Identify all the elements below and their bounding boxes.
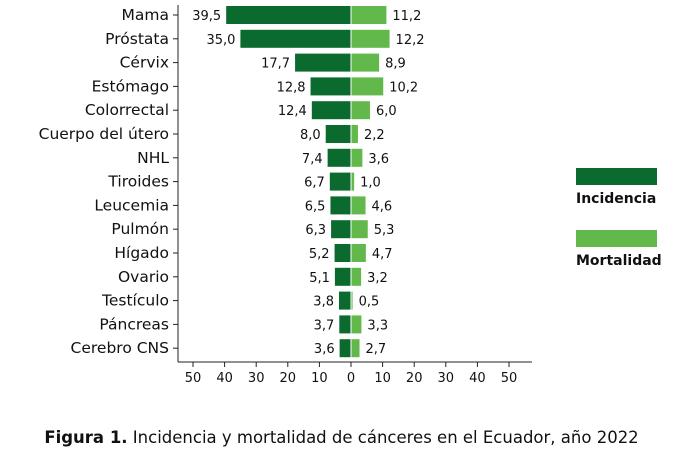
category-label-prostata: Próstata [105, 30, 169, 48]
bar-mortalidad-colorrectal [351, 101, 370, 120]
legend-item-incidencia: Incidencia [576, 168, 676, 207]
bar-incidencia-pulmon [331, 220, 351, 239]
figure-caption: Figura 1. Incidencia y mortalidad de cán… [0, 428, 683, 447]
bar-mortalidad-prostata [351, 29, 390, 48]
x-tick-label-1: 40 [216, 371, 233, 386]
legend-item-mortalidad: Mortalidad [576, 230, 676, 269]
caption-text: Incidencia y mortalidad de cánceres en e… [127, 428, 639, 447]
x-tick-label-5: 0 [347, 371, 355, 386]
value-label-incidencia-colorrectal: 12,4 [278, 104, 307, 119]
bar-mortalidad-ovario [351, 267, 362, 286]
value-label-mortalidad-ovario: 3,2 [367, 271, 388, 286]
value-label-incidencia-nhl: 7,4 [302, 152, 323, 167]
value-label-incidencia-ovario: 5,1 [309, 271, 330, 286]
value-label-incidencia-testiculo: 3,8 [313, 295, 334, 310]
value-label-mortalidad-tiroides: 1,0 [360, 176, 381, 191]
bar-incidencia-higado [334, 244, 351, 262]
category-label-cervix: Cérvix [120, 54, 169, 72]
bar-mortalidad-leucemia [351, 196, 366, 215]
x-tick-label-3: 20 [280, 371, 297, 386]
x-tick-label-2: 30 [248, 371, 265, 386]
bar-incidencia-ovario [334, 267, 351, 286]
value-label-mortalidad-mama: 11,2 [392, 9, 421, 24]
bar-incidencia-nhl [327, 148, 351, 167]
category-label-tiroides: Tiroides [107, 173, 169, 191]
bar-incidencia-colorrectal [311, 101, 351, 120]
value-label-incidencia-tiroides: 6,7 [304, 176, 325, 191]
bar-incidencia-pancreas [339, 315, 351, 334]
bar-mortalidad-estomago [351, 77, 384, 96]
value-label-mortalidad-testiculo: 0,5 [359, 295, 380, 310]
x-tick-label-9: 40 [469, 371, 486, 386]
value-label-mortalidad-pancreas: 3,3 [367, 318, 388, 333]
bar-mortalidad-pancreas [351, 315, 362, 334]
x-tick-label-10: 50 [501, 371, 518, 386]
x-tick-label-4: 10 [311, 371, 328, 386]
category-label-testiculo: Testículo [101, 292, 169, 310]
value-label-mortalidad-cuerpo-del-utero: 2,2 [364, 128, 385, 143]
legend-swatch-incidencia [576, 168, 657, 185]
legend-swatch-mortalidad [576, 230, 657, 247]
category-label-pancreas: Páncreas [99, 315, 169, 333]
value-label-incidencia-mama: 39,5 [192, 9, 221, 24]
value-label-mortalidad-higado: 4,7 [372, 247, 393, 262]
value-label-mortalidad-prostata: 12,2 [396, 33, 425, 48]
x-tick-label-0: 50 [185, 371, 202, 386]
bar-mortalidad-cuerpo-del-utero [351, 125, 358, 143]
x-tick-label-7: 20 [406, 371, 423, 386]
category-label-nhl: NHL [137, 149, 169, 167]
bar-mortalidad-higado [351, 244, 366, 262]
value-label-incidencia-estomago: 12,8 [277, 80, 306, 95]
category-label-colorrectal: Colorrectal [85, 101, 169, 119]
bar-incidencia-cuerpo-del-utero [325, 125, 351, 143]
bar-incidencia-testiculo [338, 291, 351, 310]
bar-mortalidad-tiroides [351, 172, 355, 191]
value-label-mortalidad-cervix: 8,9 [385, 57, 406, 72]
value-label-incidencia-higado: 5,2 [309, 247, 330, 262]
value-label-incidencia-cervix: 17,7 [261, 57, 290, 72]
value-label-mortalidad-pulmon: 5,3 [374, 223, 395, 238]
category-label-pulmon: Pulmón [111, 220, 169, 238]
value-label-incidencia-prostata: 35,0 [206, 33, 235, 48]
value-label-mortalidad-leucemia: 4,6 [372, 199, 393, 214]
bar-mortalidad-mama [351, 6, 387, 24]
value-label-mortalidad-cerebro-cns: 2,7 [366, 342, 387, 357]
category-label-higado: Hígado [114, 244, 169, 262]
bar-mortalidad-nhl [351, 148, 363, 167]
category-label-cuerpo-del-utero: Cuerpo del útero [39, 125, 169, 143]
bar-mortalidad-cervix [351, 53, 380, 72]
category-label-mama: Mama [122, 6, 169, 24]
caption-prefix: Figura 1. [44, 428, 128, 447]
value-label-incidencia-leucemia: 6,5 [305, 199, 326, 214]
bar-incidencia-mama [226, 6, 351, 24]
value-label-incidencia-cerebro-cns: 3,6 [314, 342, 335, 357]
bar-mortalidad-pulmon [351, 220, 368, 239]
category-label-leucemia: Leucemia [94, 196, 169, 214]
bar-incidencia-cervix [295, 53, 351, 72]
category-label-ovario: Ovario [118, 268, 169, 286]
value-label-incidencia-pulmon: 6,3 [305, 223, 326, 238]
value-label-incidencia-cuerpo-del-utero: 8,0 [300, 128, 321, 143]
bar-incidencia-estomago [310, 77, 351, 96]
bar-mortalidad-testiculo [351, 291, 353, 310]
x-tick-label-8: 30 [438, 371, 455, 386]
value-label-mortalidad-estomago: 10,2 [389, 80, 418, 95]
bar-incidencia-prostata [240, 29, 351, 48]
legend-label-mortalidad: Mortalidad [576, 253, 662, 269]
value-label-incidencia-pancreas: 3,7 [314, 318, 335, 333]
x-tick-label-6: 10 [374, 371, 391, 386]
bar-mortalidad-cerebro-cns [351, 339, 360, 358]
bar-incidencia-leucemia [330, 196, 351, 215]
category-label-cerebro-cns: Cerebro CNS [71, 339, 169, 357]
bar-incidencia-tiroides [329, 172, 351, 191]
value-label-mortalidad-colorrectal: 6,0 [376, 104, 397, 119]
bar-incidencia-cerebro-cns [339, 339, 351, 358]
category-label-estomago: Estómago [92, 77, 169, 95]
legend-label-incidencia: Incidencia [576, 191, 657, 207]
value-label-mortalidad-nhl: 3,6 [368, 152, 389, 167]
